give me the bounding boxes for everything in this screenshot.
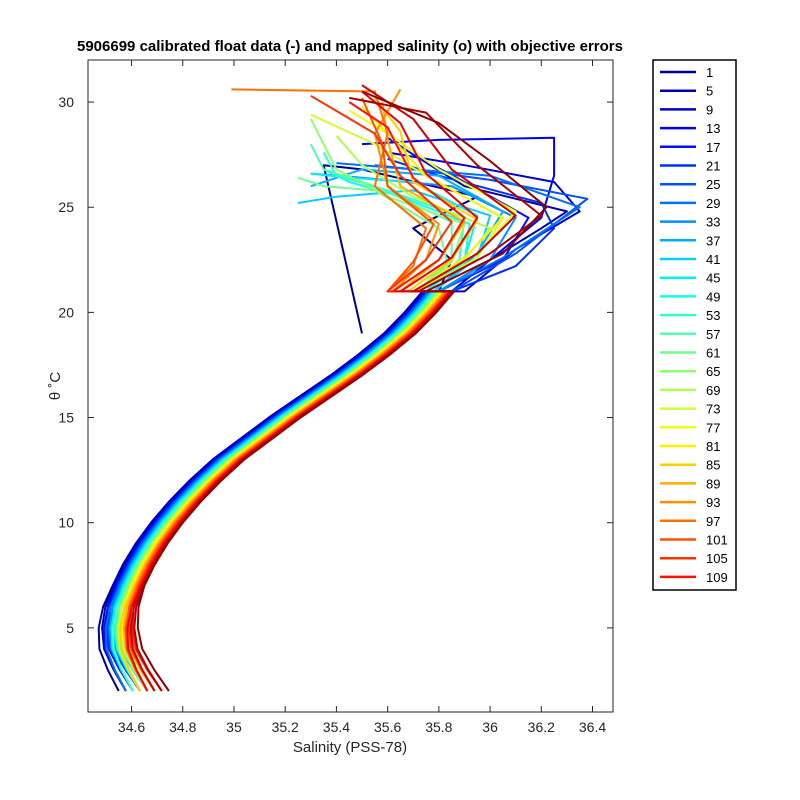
legend-entry-label: 53 xyxy=(706,308,720,323)
legend-entry-label: 37 xyxy=(706,233,720,248)
legend-entry-label: 49 xyxy=(706,289,720,304)
legend-entry-label: 13 xyxy=(706,121,720,136)
legend-entry-label: 45 xyxy=(706,271,720,286)
legend-entry-label: 97 xyxy=(706,514,720,529)
y-tick-label: 25 xyxy=(58,199,74,215)
x-tick-label: 35.2 xyxy=(272,719,299,735)
x-tick-label: 36.4 xyxy=(579,719,606,735)
legend-entry-label: 77 xyxy=(706,420,720,435)
profile-line xyxy=(136,90,548,692)
profile-lines xyxy=(97,84,589,692)
legend-entry-label: 1 xyxy=(706,65,713,80)
x-tick-label: 35.4 xyxy=(323,719,350,735)
legend-entry-label: 29 xyxy=(706,196,720,211)
legend-entry-label: 89 xyxy=(706,476,720,491)
x-axis-label: Salinity (PSS-78) xyxy=(293,739,407,756)
x-tick-label: 35.8 xyxy=(425,719,452,735)
y-tick-label: 30 xyxy=(58,94,74,110)
legend-entry-label: 93 xyxy=(706,495,720,510)
y-axis-label: θ ˚C xyxy=(47,372,64,401)
legend-entry-label: 101 xyxy=(706,533,728,548)
legend-entry-label: 65 xyxy=(706,364,720,379)
y-axis: 5 10 15 20 25 30 xyxy=(58,94,613,636)
legend-entry-label: 21 xyxy=(706,159,720,174)
legend-entry-label: 5 xyxy=(706,84,713,99)
y-tick-label: 20 xyxy=(58,304,74,320)
y-tick-label: 10 xyxy=(58,515,74,531)
x-tick-label: 35.6 xyxy=(374,719,401,735)
chart-title: 5906699 calibrated float data (-) and ma… xyxy=(77,38,623,55)
x-tick-label: 36.2 xyxy=(528,719,555,735)
y-tick-label: 5 xyxy=(66,620,74,636)
x-tick-label: 36 xyxy=(482,719,498,735)
legend-entry-label: 81 xyxy=(706,439,720,454)
legend-entry-label: 105 xyxy=(706,551,728,566)
legend-entry-label: 17 xyxy=(706,140,720,155)
legend-entry-label: 41 xyxy=(706,252,720,267)
legend-entry-label: 57 xyxy=(706,327,720,342)
legend-entry-label: 109 xyxy=(706,570,728,585)
x-tick-label: 34.8 xyxy=(169,719,196,735)
legend-entry-label: 25 xyxy=(706,177,720,192)
legend-entry-label: 61 xyxy=(706,346,720,361)
x-axis: 34.6 34.8 35 35.2 35.4 35.6 35.8 36 36.2 36.4 xyxy=(118,60,606,735)
x-tick-label: 35 xyxy=(226,719,242,735)
x-tick-label: 34.6 xyxy=(118,719,145,735)
legend: 1 5 9 13 17 21 25 29 33 37 41 45 49 53 57 61 65 69 73 77 81 8… xyxy=(652,59,737,591)
legend-box xyxy=(652,59,737,591)
legend-entry-label: 9 xyxy=(706,102,713,117)
legend-entry-label: 69 xyxy=(706,383,720,398)
legend-entry-label: 73 xyxy=(706,402,720,417)
y-tick-label: 15 xyxy=(58,410,74,426)
plot-area-frame xyxy=(87,59,614,713)
legend-entry-label: 85 xyxy=(706,458,720,473)
legend-entry-label: 33 xyxy=(706,215,720,230)
